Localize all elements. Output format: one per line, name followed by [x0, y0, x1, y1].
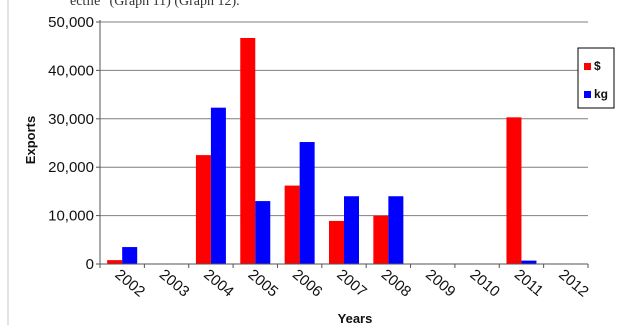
bar-kg-2011	[521, 260, 537, 264]
x-tick-label: 2004	[200, 266, 236, 300]
caption-fragment: ectile" (Graph 11) (Graph 12).	[70, 0, 240, 9]
legend-label-kg: kg	[594, 87, 608, 101]
y-tick-label: 10,000	[48, 208, 94, 225]
x-tick-label: 2007	[333, 266, 369, 300]
legend-swatch-dollar	[584, 63, 591, 70]
x-axis-title: Years	[338, 311, 373, 325]
bar-dollar-2008	[373, 215, 389, 264]
y-tick-label: 30,000	[48, 111, 94, 128]
legend: $ kg	[577, 47, 615, 109]
bar-kg-2005	[255, 201, 271, 264]
x-tick-label: 2002	[112, 266, 148, 300]
bar-dollar-2002	[107, 260, 123, 264]
x-tick-labels: 2002 2003 2004 2005 2006 2007 2008 2009 2010 2011…	[112, 266, 592, 300]
y-tick-label: 20,000	[48, 159, 94, 176]
x-tick-label: 2008	[378, 266, 414, 300]
bar-kg-2004	[210, 107, 226, 264]
x-tick-label: 2003	[156, 266, 192, 300]
bar-kg-2008	[388, 196, 404, 264]
y-axis-title: Exports	[23, 116, 38, 164]
y-tick-labels: 0 10,000 20,000 30,000 40,000 50,000	[48, 14, 94, 273]
legend-swatch-kg	[584, 91, 591, 98]
bar-kg-2007	[344, 196, 359, 264]
x-tick-label: 2010	[467, 266, 503, 300]
bar-dollar-2011	[506, 117, 522, 265]
x-tick-label: 2005	[245, 266, 281, 300]
bar-dollar-2004	[195, 155, 211, 264]
bar-kg-2002	[122, 247, 138, 264]
bar-kg-2006	[299, 142, 315, 264]
x-tick-label: 2012	[555, 266, 591, 300]
x-tick-label: 2011	[511, 266, 547, 300]
y-tick-label: 50,000	[48, 14, 94, 31]
bar-dollar-2005	[240, 37, 256, 264]
axes	[96, 20, 589, 268]
x-tick-label: 2006	[289, 266, 325, 300]
bars	[107, 37, 537, 265]
bar-dollar-2006	[284, 185, 300, 264]
legend-label-dollar: $	[594, 59, 601, 73]
x-tick-label: 2009	[422, 266, 458, 300]
bar-dollar-2007	[329, 220, 344, 264]
y-tick-label: 0	[86, 256, 94, 273]
y-tick-label: 40,000	[48, 62, 94, 79]
